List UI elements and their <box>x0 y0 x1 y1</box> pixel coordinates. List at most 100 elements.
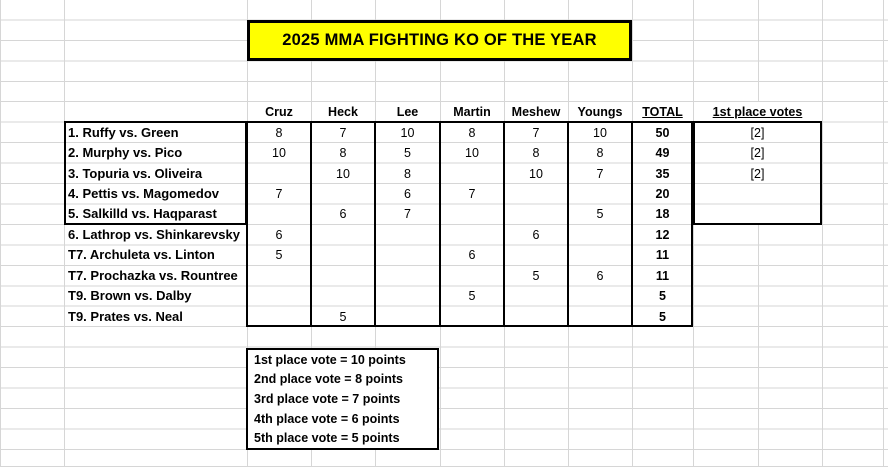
score-cell[interactable]: 6 <box>532 227 540 242</box>
legend-line[interactable]: 3rd place vote = 7 points <box>254 391 401 406</box>
total-cell[interactable]: 18 <box>655 207 670 222</box>
total-cell[interactable]: 50 <box>655 125 670 140</box>
col-header-total[interactable]: TOTAL <box>642 105 683 120</box>
fight-name-cell[interactable]: 6. Lathrop vs. Shinkarevsky <box>68 226 240 242</box>
score-cell[interactable]: 10 <box>336 166 350 181</box>
score-cell[interactable]: 6 <box>404 187 411 201</box>
score-cell[interactable]: 7 <box>532 125 540 140</box>
score-cell[interactable]: 8 <box>339 146 347 161</box>
score-cell[interactable] <box>504 307 568 327</box>
score-cell[interactable] <box>440 164 504 184</box>
score-cell[interactable] <box>440 266 504 286</box>
score-cell[interactable] <box>568 245 632 265</box>
fight-name-cell[interactable]: T7. Archuleta vs. Linton <box>68 247 215 263</box>
score-cell[interactable] <box>375 286 440 306</box>
score-cell[interactable]: 7 <box>275 187 283 201</box>
col-header-lee[interactable]: Lee <box>396 105 419 120</box>
first-place-cell[interactable] <box>693 225 822 245</box>
total-cell[interactable]: 49 <box>655 146 670 161</box>
title-banner[interactable]: 2025 MMA FIGHTING KO OF THE YEAR <box>247 20 632 62</box>
total-cell[interactable]: 11 <box>655 268 670 283</box>
first-place-cell[interactable]: [2] <box>750 125 765 140</box>
score-cell[interactable] <box>504 204 568 224</box>
score-cell[interactable]: 5 <box>404 146 411 161</box>
first-place-cell[interactable]: [2] <box>750 146 765 161</box>
col-header-cruz[interactable]: Cruz <box>265 105 293 120</box>
score-cell[interactable] <box>311 184 375 204</box>
score-cell[interactable] <box>568 184 632 204</box>
score-cell[interactable]: 10 <box>272 146 286 161</box>
score-cell[interactable] <box>311 225 375 245</box>
total-cell[interactable]: 5 <box>659 309 666 324</box>
col-header-first-place-votes[interactable]: 1st place votes <box>712 105 803 120</box>
score-cell[interactable] <box>440 225 504 245</box>
legend-line[interactable]: 1st place vote = 10 points <box>254 352 406 367</box>
legend-line[interactable]: 5th place vote = 5 points <box>254 431 400 446</box>
fight-name-cell[interactable]: 4. Pettis vs. Magomedov <box>68 186 219 201</box>
fight-name-cell[interactable]: T7. Prochazka vs. Rountree <box>68 267 238 283</box>
score-cell[interactable]: 6 <box>596 268 604 283</box>
score-cell[interactable] <box>247 307 311 327</box>
score-cell[interactable]: 10 <box>529 166 543 181</box>
fight-name-cell[interactable]: T9. Prates vs. Neal <box>68 308 183 324</box>
col-header-youngs[interactable]: Youngs <box>577 105 623 120</box>
score-cell[interactable]: 10 <box>465 146 479 161</box>
col-header-heck[interactable]: Heck <box>328 105 358 120</box>
score-cell[interactable] <box>311 266 375 286</box>
score-cell[interactable] <box>375 266 440 286</box>
score-cell[interactable]: 6 <box>275 227 283 242</box>
score-cell[interactable] <box>568 225 632 245</box>
score-cell[interactable]: 5 <box>275 248 283 263</box>
fight-name-cell[interactable]: 3. Topuria vs. Oliveira <box>68 165 203 181</box>
score-cell[interactable] <box>247 266 311 286</box>
first-place-cell[interactable] <box>693 245 822 265</box>
score-cell[interactable]: 10 <box>593 125 607 140</box>
score-cell[interactable] <box>504 184 568 204</box>
score-cell[interactable] <box>375 307 440 327</box>
score-cell[interactable]: 5 <box>596 207 604 222</box>
score-cell[interactable] <box>440 307 504 327</box>
score-cell[interactable] <box>568 286 632 306</box>
score-cell[interactable]: 7 <box>596 166 604 181</box>
first-place-cell[interactable] <box>693 307 822 327</box>
score-cell[interactable]: 10 <box>400 125 415 140</box>
score-cell[interactable] <box>440 204 504 224</box>
total-cell[interactable]: 35 <box>655 166 670 181</box>
score-cell[interactable]: 8 <box>275 125 283 140</box>
score-cell[interactable] <box>311 245 375 265</box>
fight-name-cell[interactable]: 1. Ruffy vs. Green <box>68 124 179 140</box>
score-cell[interactable]: 8 <box>532 146 540 161</box>
score-cell[interactable]: 6 <box>468 248 476 263</box>
total-cell[interactable]: 20 <box>655 187 670 201</box>
score-cell[interactable]: 8 <box>468 125 476 140</box>
score-cell[interactable] <box>247 164 311 184</box>
score-cell[interactable] <box>375 225 440 245</box>
score-cell[interactable]: 6 <box>339 207 347 222</box>
score-cell[interactable] <box>504 245 568 265</box>
score-cell[interactable]: 5 <box>532 268 540 283</box>
legend-line[interactable]: 2nd place vote = 8 points <box>254 372 403 387</box>
total-cell[interactable]: 11 <box>655 248 670 263</box>
score-cell[interactable] <box>375 245 440 265</box>
score-cell[interactable]: 8 <box>404 166 411 181</box>
score-cell[interactable] <box>311 286 375 306</box>
score-cell[interactable]: 5 <box>468 289 476 304</box>
fight-name-cell[interactable]: 5. Salkilld vs. Haqparast <box>68 206 217 222</box>
first-place-cell[interactable] <box>693 286 822 306</box>
score-cell[interactable] <box>504 286 568 306</box>
score-cell[interactable]: 7 <box>468 187 476 201</box>
fight-name-cell[interactable]: 2. Murphy vs. Pico <box>68 145 183 161</box>
score-cell[interactable]: 5 <box>339 309 347 324</box>
score-cell[interactable]: 7 <box>339 125 347 140</box>
total-cell[interactable]: 5 <box>659 289 666 304</box>
score-cell[interactable] <box>247 204 311 224</box>
total-cell[interactable]: 12 <box>655 227 670 242</box>
legend-line[interactable]: 4th place vote = 6 points <box>254 411 400 426</box>
score-cell[interactable] <box>568 307 632 327</box>
score-cell[interactable]: 8 <box>596 146 604 161</box>
score-cell[interactable] <box>247 286 311 306</box>
col-header-martin[interactable]: Martin <box>453 105 491 120</box>
col-header-meshew[interactable]: Meshew <box>511 105 561 120</box>
fight-name-cell[interactable]: T9. Brown vs. Dalby <box>68 288 192 304</box>
first-place-cell[interactable] <box>693 266 822 286</box>
